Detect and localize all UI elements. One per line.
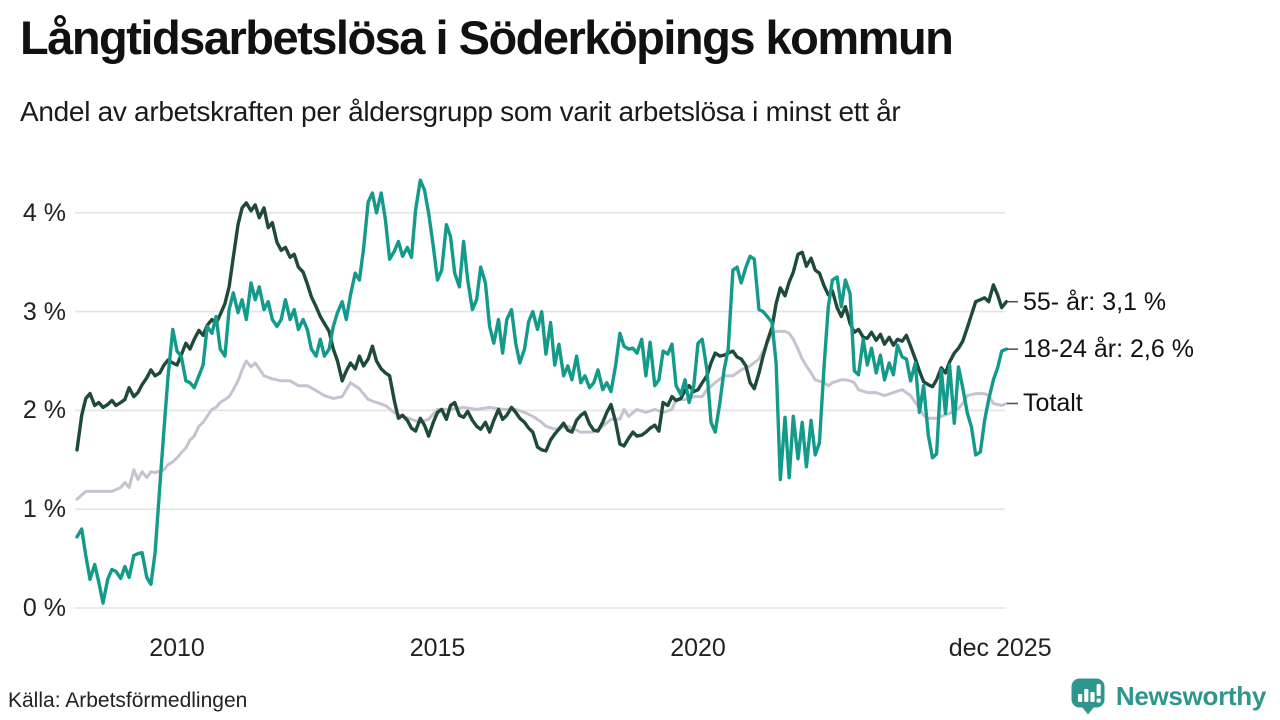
y-tick-label: 0 %	[22, 594, 66, 622]
newsworthy-logo-icon	[1070, 677, 1107, 715]
x-tick-label: dec 2025	[948, 634, 1052, 662]
y-tick-label: 1 %	[22, 495, 66, 524]
x-tick-label: 2015	[409, 634, 466, 662]
page-title: Långtidsarbetslösa i Söderköpings kommun	[20, 11, 954, 64]
series-end-label-totalt: Totalt	[1023, 389, 1083, 418]
newsworthy-branding: Newsworthy	[1070, 677, 1266, 715]
series-line-totalt	[75, 329, 1008, 501]
chart-subtitle: Andel av arbetskraften per åldersgrupp s…	[20, 96, 901, 127]
x-tick-label: 2020	[670, 634, 726, 662]
x-tick-label: 2010	[149, 634, 205, 662]
series-end-label-18-24-år: 18-24 år: 2,6 %	[1023, 335, 1194, 364]
series-line-18-24-år	[75, 178, 1009, 605]
newsworthy-wordmark: Newsworthy	[1115, 680, 1266, 711]
source-note: Källa: Arbetsförmedlingen	[8, 689, 248, 712]
y-tick-label: 2 %	[22, 396, 66, 425]
series-end-label-55--år: 55- år: 3,1 %	[1023, 287, 1167, 316]
y-tick-label: 3 %	[22, 297, 66, 326]
y-tick-label: 4 %	[22, 198, 66, 227]
